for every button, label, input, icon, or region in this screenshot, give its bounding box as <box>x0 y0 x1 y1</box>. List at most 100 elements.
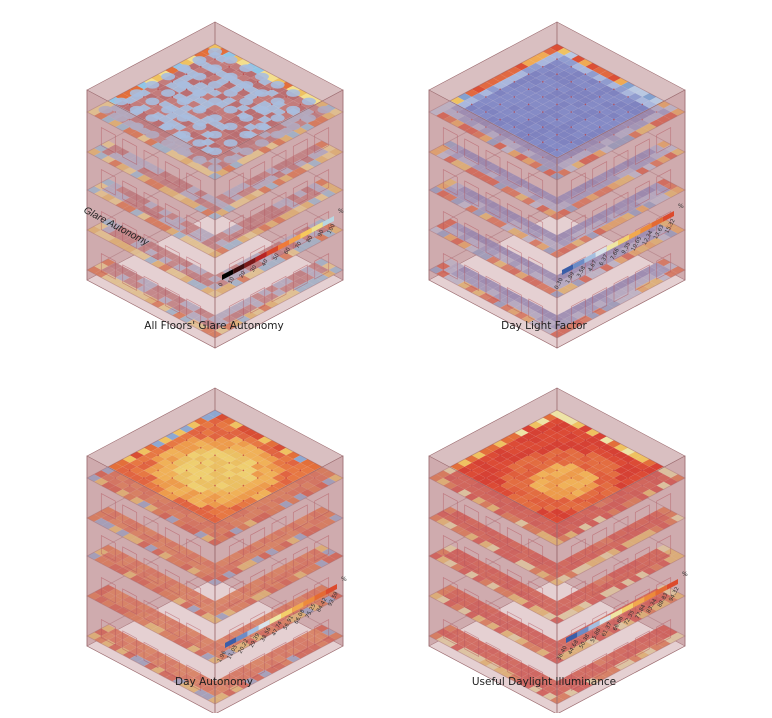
window-frame <box>100 211 116 238</box>
sensor-point <box>570 507 572 510</box>
window-frame <box>164 161 180 188</box>
sensor-point <box>242 73 245 75</box>
legend-swatch <box>289 233 301 245</box>
sensor-point <box>513 81 516 83</box>
legend-swatch <box>266 245 278 257</box>
window-frame <box>314 253 330 280</box>
glare-tile <box>223 72 238 81</box>
sensor-point <box>171 462 174 464</box>
window-frame <box>228 214 244 241</box>
window-frame <box>186 214 202 241</box>
sensor-point <box>271 484 273 487</box>
sensor-point <box>527 499 530 502</box>
sensor-point <box>214 424 216 426</box>
sensor-point <box>128 118 131 121</box>
sensor-point <box>556 484 558 487</box>
window-frame <box>271 233 287 261</box>
window-frame <box>100 169 116 196</box>
glare-tile <box>161 89 176 97</box>
sensor-point <box>513 492 516 494</box>
legend-unit: % <box>678 203 684 210</box>
glare-tile <box>239 97 254 106</box>
legend-tick-label: 30 <box>250 264 259 273</box>
window-frame <box>228 172 244 199</box>
sensor-point <box>570 111 572 113</box>
sensor-point <box>613 118 615 121</box>
glare-tile <box>223 56 238 64</box>
sensor-point <box>556 118 558 121</box>
caption-useful-daylight-illuminance: Useful Daylight Illuminance <box>471 676 617 688</box>
sensor-point <box>228 492 230 494</box>
sensor-point <box>613 484 615 487</box>
sensor-point <box>143 462 145 464</box>
sensor-point <box>499 103 501 106</box>
sensor-point <box>185 499 188 502</box>
legend-unit: % <box>341 576 347 583</box>
window-frame <box>164 287 180 314</box>
legend-swatch <box>244 257 256 269</box>
legend-unit: % <box>682 571 688 578</box>
window-frame <box>314 169 330 196</box>
glare-tile <box>286 122 301 131</box>
sensor-point <box>570 126 572 128</box>
sensor-point <box>527 133 530 136</box>
sensor-point <box>157 469 159 472</box>
sensor-point <box>556 439 558 442</box>
sensor-point <box>556 103 558 106</box>
glare-tile <box>239 64 254 72</box>
glare-tile <box>192 139 207 147</box>
window-frame <box>314 127 330 154</box>
legend-tick-label: 50 <box>272 252 281 261</box>
sensor-point <box>542 431 544 434</box>
legend-unit: % <box>338 208 344 215</box>
legend-swatch <box>233 263 245 275</box>
sensor-point <box>200 81 202 83</box>
glare-tile <box>192 56 207 64</box>
sensor-point <box>470 469 473 472</box>
sensor-point <box>242 499 245 502</box>
sensor-point <box>214 58 216 60</box>
sensor-point <box>200 431 202 434</box>
sensor-point <box>556 469 558 472</box>
sensor-point <box>570 141 572 143</box>
glare-tile <box>239 147 254 156</box>
glare-tile <box>301 97 316 106</box>
legend-swatch <box>222 269 234 280</box>
glare-tile <box>129 89 144 97</box>
sensor-point <box>256 81 259 83</box>
sensor-point <box>527 469 530 472</box>
glare-tile <box>270 130 285 139</box>
sensor-point <box>527 88 530 91</box>
sensor-point <box>598 81 601 83</box>
sensor-point <box>214 439 216 442</box>
glare-tile <box>239 81 254 89</box>
sensor-point <box>542 126 544 128</box>
glare-tile <box>223 105 238 114</box>
sensor-point <box>256 477 259 479</box>
window-frame <box>122 180 138 207</box>
legend-tick-label: 10 <box>227 276 236 285</box>
sensor-point <box>527 439 530 442</box>
sensor-point <box>556 149 558 151</box>
glare-tile <box>161 105 176 114</box>
sensor-point <box>200 507 202 510</box>
sensor-point <box>200 447 202 449</box>
sensor-point <box>499 484 501 487</box>
caption-daylight-factor: Day Light Factor <box>501 320 587 332</box>
legend-swatch <box>255 251 267 263</box>
sensor-point <box>556 515 558 517</box>
legend-tick-label: 20 <box>239 270 248 279</box>
sensor-point <box>499 88 501 91</box>
sensor-point <box>200 477 202 479</box>
glare-tile <box>145 114 160 122</box>
window-frame <box>186 298 202 325</box>
sensor-point <box>570 462 572 464</box>
window-frame <box>228 256 244 283</box>
glare-tile <box>161 139 176 147</box>
sensor-point <box>527 454 530 457</box>
floor-grid-4 <box>428 43 686 181</box>
glare-tile <box>317 105 332 114</box>
sensor-point <box>527 484 530 487</box>
glare-tile <box>98 105 113 114</box>
